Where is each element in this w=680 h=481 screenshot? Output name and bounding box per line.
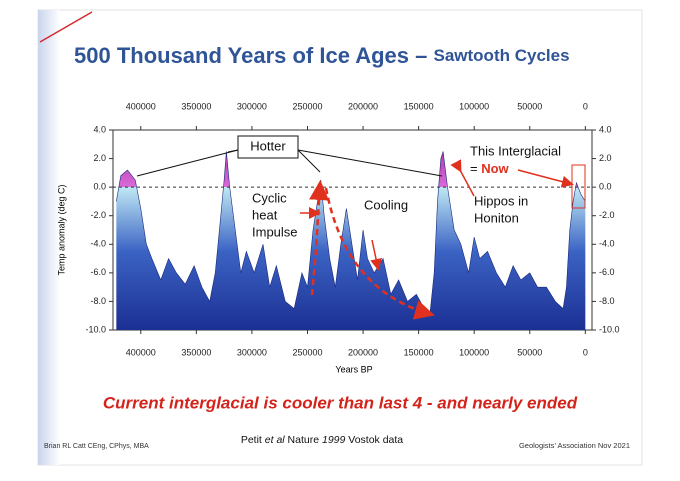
y-tick-label: -6.0	[90, 267, 106, 277]
cooling-pointer	[370, 239, 382, 271]
y-tick-label: 2.0	[599, 153, 612, 163]
y-tick-label: -2.0	[90, 210, 106, 220]
annotation: Honiton	[474, 210, 519, 225]
footer-source: Petit et al Nature 1999 Vostok data	[241, 434, 403, 446]
side-band	[38, 10, 60, 465]
y-tick-label: 4.0	[93, 124, 106, 134]
x-tick-label: 100000	[459, 101, 489, 111]
x-axis-title: Years BP	[335, 364, 372, 374]
hotter-box	[237, 135, 299, 159]
x-tick-label: 50000	[517, 101, 542, 111]
annotation: = Now	[470, 161, 510, 176]
corner-line	[39, 11, 93, 43]
x-tick-label: 250000	[292, 347, 322, 357]
x-tick-label: 200000	[348, 101, 378, 111]
y-tick-label: -10.0	[85, 324, 106, 334]
annotation: Hippos in	[474, 193, 528, 208]
now-arrow	[517, 169, 574, 188]
y-tick-label: -8.0	[599, 296, 615, 306]
x-tick-label: 250000	[292, 101, 322, 111]
x-tick-label: 0	[583, 347, 588, 357]
impulse-arrow	[309, 180, 330, 296]
x-tick-label: 350000	[181, 101, 211, 111]
x-tick-label: 150000	[404, 101, 434, 111]
y-tick-label: -8.0	[90, 296, 106, 306]
annotation: This Interglacial	[470, 143, 561, 158]
hippos-arrow	[450, 159, 475, 197]
now-box	[571, 164, 586, 209]
y-tick-label: -4.0	[90, 239, 106, 249]
y-tick-label: -2.0	[599, 210, 615, 220]
y-tick-label: -10.0	[599, 324, 620, 334]
x-tick-label: 150000	[404, 347, 434, 357]
x-tick-label: 200000	[348, 347, 378, 357]
hotter-leaders	[136, 149, 443, 177]
annotation: Cyclic	[252, 190, 287, 205]
y-tick-label: 0.0	[93, 182, 106, 192]
area-line	[116, 151, 586, 317]
annotation: heat	[252, 207, 278, 222]
footer-venue: Geologists’ Association Nov 2021	[519, 441, 630, 450]
y-tick-label: 2.0	[93, 153, 106, 163]
y-tick-label: -6.0	[599, 267, 615, 277]
x-tick-label: 0	[583, 101, 588, 111]
x-tick-label: 400000	[126, 101, 156, 111]
annotation: Impulse	[252, 224, 298, 239]
y-axis-title: Temp anomaly (deg C)	[56, 184, 66, 275]
annotation: Hotter	[250, 138, 286, 153]
y-tick-label: 0.0	[599, 182, 612, 192]
footer-author: Brian RL Catt CEng, CPhys, MBA	[44, 443, 149, 450]
annotation: Cooling	[364, 197, 408, 212]
area-fill	[116, 151, 586, 330]
x-tick-label: 300000	[237, 101, 267, 111]
cooling-arrow	[324, 187, 435, 320]
x-tick-label: 300000	[237, 347, 267, 357]
y-tick-label: 4.0	[599, 124, 612, 134]
x-tick-label: 400000	[126, 347, 156, 357]
x-tick-label: 100000	[459, 347, 489, 357]
chart-title: 500 Thousand Years of Ice Ages – Sawtoot…	[74, 43, 570, 68]
x-tick-label: 50000	[517, 347, 542, 357]
x-tick-label: 350000	[181, 347, 211, 357]
subtitle: Current interglacial is cooler than last…	[103, 393, 578, 412]
y-tick-label: -4.0	[599, 239, 615, 249]
